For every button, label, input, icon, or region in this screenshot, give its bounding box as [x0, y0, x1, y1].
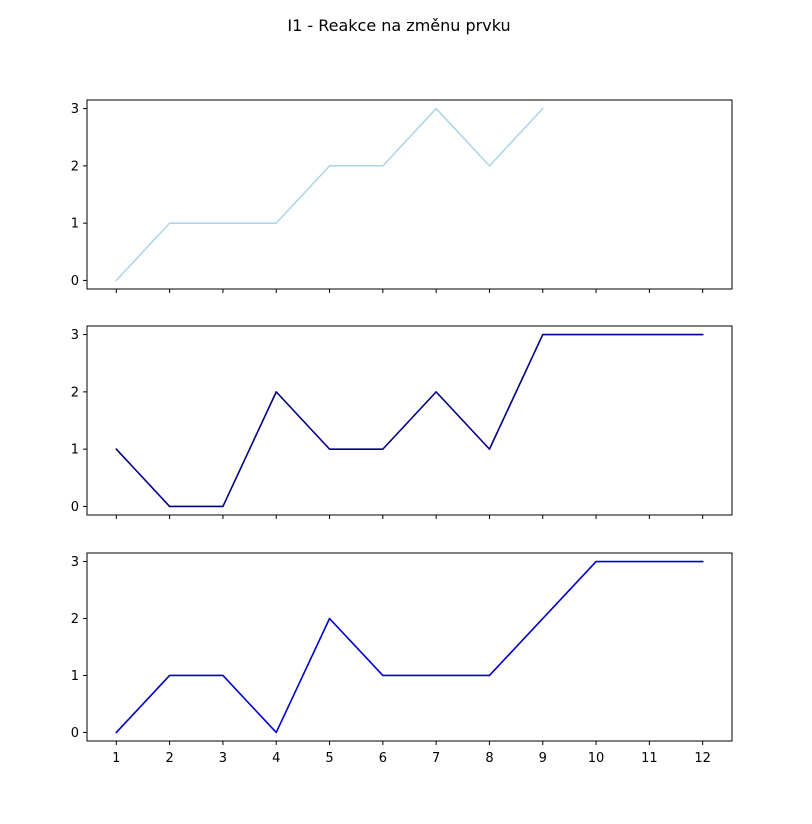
- x-tick-label: 9: [539, 751, 547, 766]
- y-tick-label: 0: [71, 274, 79, 289]
- subplot-1: 0 1 2 3: [71, 99, 733, 293]
- x-tick-label: 3: [219, 751, 227, 766]
- x-tick-label: 5: [325, 751, 333, 766]
- series-line: [115, 107, 544, 282]
- y-tick-label: 1: [71, 669, 79, 684]
- axes-frame: [86, 99, 733, 290]
- x-tick-label: 12: [694, 751, 711, 766]
- axes-frame: [86, 552, 733, 742]
- y-tick-label: 1: [71, 217, 79, 232]
- y-tick-label: 3: [71, 555, 79, 570]
- x-tick-label: 7: [432, 751, 440, 766]
- y-tick-label: 2: [71, 612, 79, 627]
- x-tick-label: 2: [165, 751, 173, 766]
- x-tick-label: 4: [272, 751, 280, 766]
- x-tick-label: 8: [485, 751, 493, 766]
- series-line: [115, 560, 704, 734]
- y-tick-label: 3: [71, 328, 79, 343]
- y-tick-label: 2: [71, 385, 79, 400]
- y-tick-label: 0: [71, 726, 79, 741]
- series-line: [115, 333, 704, 508]
- subplot-2: 0 1 2 3: [71, 325, 733, 519]
- axes-frame: [86, 325, 733, 516]
- y-tick-label: 0: [71, 500, 79, 515]
- x-tick-label: 6: [379, 751, 387, 766]
- x-tick-label: 10: [588, 751, 605, 766]
- y-tick-label: 2: [71, 159, 79, 174]
- x-tick-label: 11: [641, 751, 658, 766]
- chart-title: I1 - Reakce na změnu prvku: [287, 16, 510, 35]
- x-tick-label: 1: [112, 751, 120, 766]
- y-tick-label: 3: [71, 102, 79, 117]
- y-tick-label: 1: [71, 443, 79, 458]
